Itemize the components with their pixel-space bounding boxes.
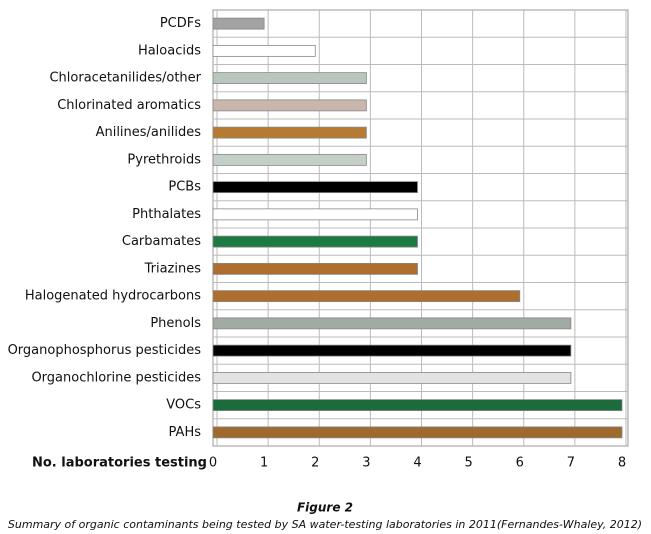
y-tick-label: Halogenated hydrocarbons [25,289,201,304]
bar [212,99,367,112]
bar [212,235,418,248]
bar [212,181,418,194]
bar [212,317,572,330]
bar [212,17,265,30]
y-tick-label: PAHs [169,425,202,440]
x-tick-label: 4 [413,456,421,471]
x-tick-label: 1 [260,456,268,471]
bar [212,344,572,357]
y-tick-label: Chlorinated aromatics [57,98,201,113]
y-tick-label: PCDFs [160,16,201,31]
y-tick-label: Organochlorine pesticides [31,370,201,385]
x-axis-title: No. laboratories testing [32,456,207,471]
x-tick-label: 2 [311,456,319,471]
y-tick-label: Carbamates [122,234,201,249]
x-tick-label: 6 [516,456,524,471]
bar [212,262,418,275]
y-tick-label: PCBs [168,180,201,195]
y-tick-label: Pyrethroids [127,152,201,167]
bar [212,371,572,384]
y-tick-label: VOCs [166,398,201,413]
x-tick-label: 0 [209,456,217,471]
bar [212,44,316,57]
x-tick-label: 8 [618,456,626,471]
y-tick-label: Chloracetanilides/other [49,71,201,86]
figure-label: Figure 2 [297,501,353,515]
y-tick-label: Triazines [144,261,202,276]
bar [212,208,418,221]
bar [212,290,521,303]
y-tick-label: Phthalates [132,207,201,222]
bar [212,153,367,166]
figure-caption: Summary of organic contaminants being te… [8,518,642,531]
y-tick-label: Phenols [150,316,201,331]
x-tick-label: 7 [567,456,575,471]
x-tick-label: 3 [362,456,370,471]
bar [212,72,367,85]
bar [212,126,367,139]
x-tick-label: 5 [464,456,472,471]
y-tick-label: Anilines/anilides [96,125,202,140]
bar [212,399,623,412]
y-tick-label: Organophosphorus pesticides [8,343,202,358]
bar [212,426,623,439]
y-tick-label: Haloacids [138,43,201,58]
